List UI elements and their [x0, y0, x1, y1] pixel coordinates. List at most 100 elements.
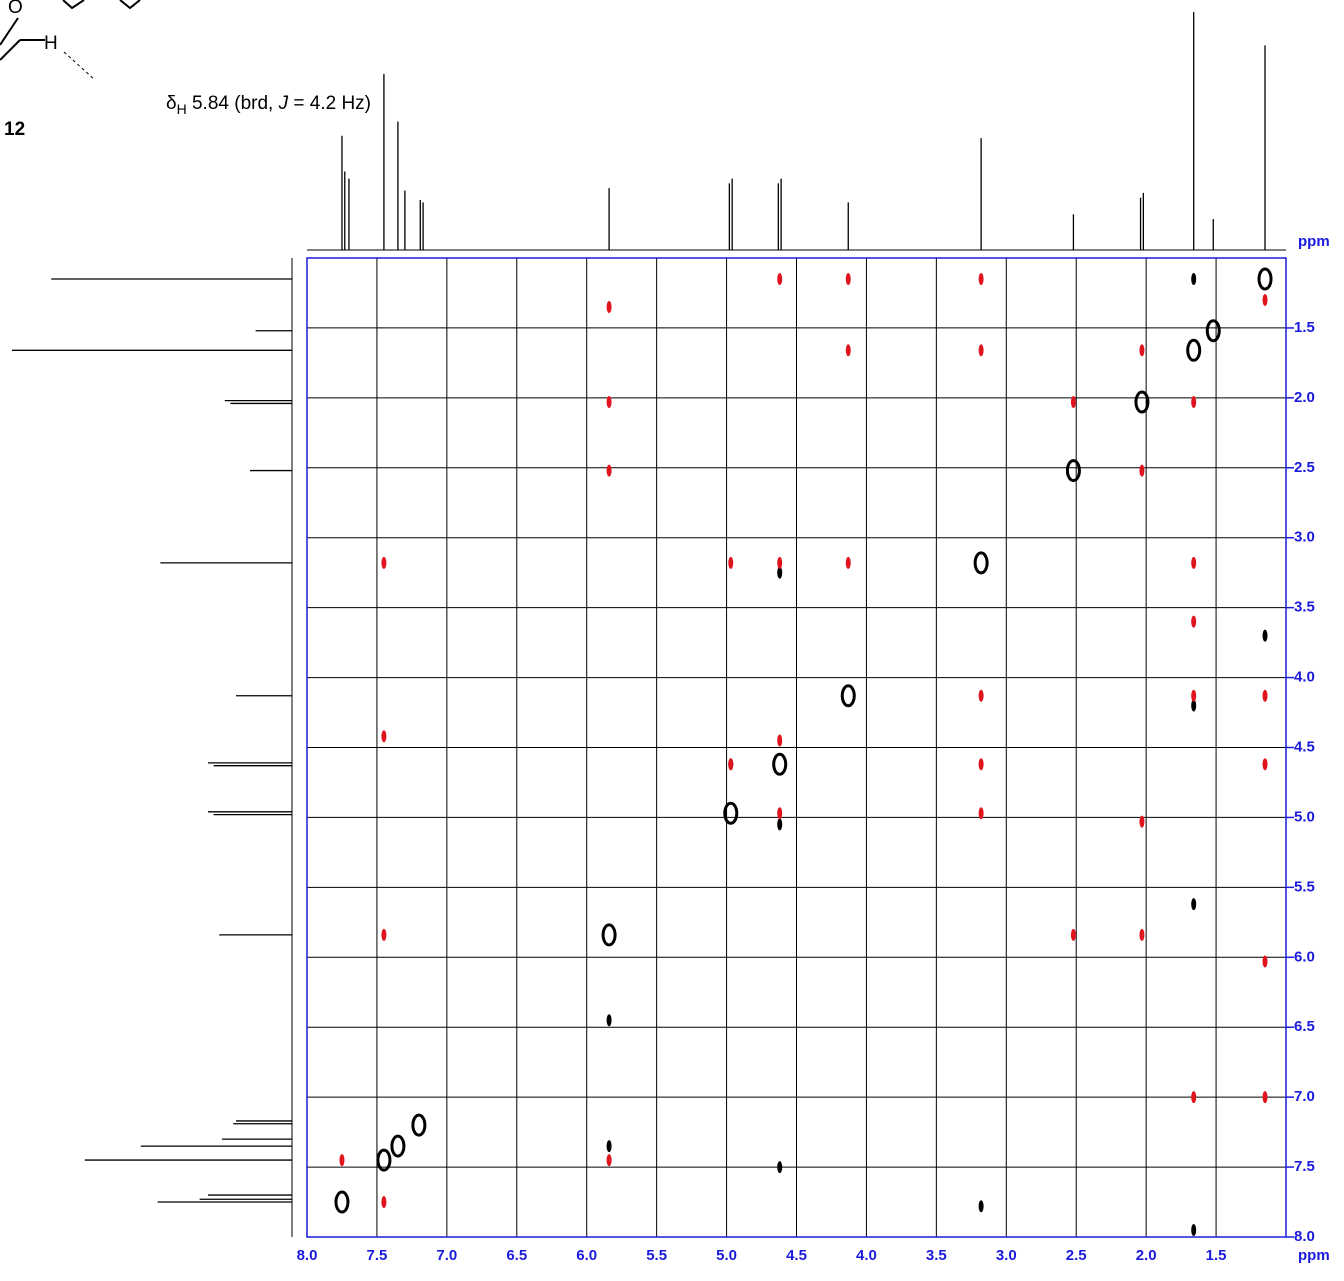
cross-peak: [772, 752, 788, 776]
x-tick-label: 8.0: [297, 1247, 318, 1264]
x-tick-label: 2.5: [1066, 1247, 1087, 1264]
cross-peak: [777, 1161, 783, 1174]
cross-peak: [606, 1154, 612, 1167]
cross-peak: [381, 1196, 387, 1209]
cross-peak: [1191, 1224, 1197, 1237]
cross-peak: [1065, 459, 1081, 483]
x-tick-label: 7.5: [366, 1247, 387, 1264]
cross-peak: [1070, 396, 1076, 409]
shift-part: = 4.2 Hz): [288, 93, 371, 114]
x-tick-label: 6.0: [576, 1247, 597, 1264]
cross-peak: [777, 566, 783, 579]
y-tick-label: 3.0: [1294, 529, 1315, 546]
cross-peak: [601, 923, 617, 947]
y-tick-label: 6.5: [1294, 1018, 1315, 1035]
cross-peak: [978, 272, 984, 285]
molecule-fragment: [0, 0, 141, 81]
plot-frame: [306, 257, 1287, 1238]
atom-label: H: [44, 33, 58, 54]
cross-peak: [973, 551, 989, 575]
cross-peak: [339, 1154, 345, 1167]
atom-label: O: [8, 0, 23, 18]
cross-peak: [723, 801, 739, 825]
bond: [0, 39, 21, 61]
cross-peak: [334, 1190, 350, 1214]
cross-peak: [1191, 699, 1197, 712]
cross-peak: [1262, 1091, 1268, 1104]
y-tick-label: 7.0: [1294, 1088, 1315, 1105]
x-tick-label: 5.0: [716, 1247, 737, 1264]
cross-peak: [1139, 464, 1145, 477]
cross-peak: [1262, 758, 1268, 771]
y-tick-label: 8.0: [1294, 1228, 1315, 1245]
cross-peak: [1134, 390, 1150, 414]
cross-peak: [840, 684, 856, 708]
cross-peak: [1139, 928, 1145, 941]
cross-peak: [1139, 344, 1145, 357]
y-tick-label: 5.0: [1294, 808, 1315, 825]
cross-peak: [1191, 556, 1197, 569]
x-tick-label: 7.0: [436, 1247, 457, 1264]
cross-peak: [1262, 955, 1268, 968]
cross-peak: [1191, 272, 1197, 285]
cross-peak: [1191, 1091, 1197, 1104]
bond: [62, 0, 141, 10]
cross-peak: [978, 689, 984, 702]
cross-peak: [1070, 928, 1076, 941]
cross-peak: [1262, 689, 1268, 702]
cross-peak: [777, 556, 783, 569]
x-tick-label: 6.5: [506, 1247, 527, 1264]
cross-peak: [978, 807, 984, 820]
cross-peak: [381, 556, 387, 569]
shift-part: δ: [166, 93, 177, 114]
cross-peak: [777, 818, 783, 831]
cross-peak: [1191, 615, 1197, 628]
cross-peak: [1262, 293, 1268, 306]
cross-peak: [390, 1134, 406, 1158]
cross-peak: [381, 730, 387, 743]
cross-peak: [381, 928, 387, 941]
cross-peak: [1262, 629, 1268, 642]
cross-peak: [606, 1014, 612, 1027]
cross-peak: [376, 1148, 392, 1172]
y-tick-label: 7.5: [1294, 1158, 1315, 1175]
cross-peak: [411, 1113, 427, 1137]
y-tick-label: 2.0: [1294, 389, 1315, 406]
cross-peak: [777, 734, 783, 747]
cross-peak: [1191, 898, 1197, 911]
cross-peak: [845, 344, 851, 357]
x-axis-label: ppm: [1298, 1247, 1330, 1264]
shift-part: 5.84 (brd,: [187, 93, 279, 114]
y-tick-label: 6.0: [1294, 948, 1315, 965]
shift-part: J: [278, 93, 289, 114]
cross-peak: [978, 1200, 984, 1213]
y-tick-label: 2.5: [1294, 459, 1315, 476]
cross-peak: [606, 300, 612, 313]
x-tick-label: 3.0: [996, 1247, 1017, 1264]
cross-peak: [1257, 267, 1273, 291]
y-tick-label: 4.0: [1294, 669, 1315, 686]
y-tick-label: 4.5: [1294, 738, 1315, 755]
cross-peak: [606, 464, 612, 477]
x-tick-label: 1.5: [1206, 1247, 1227, 1264]
cross-peak: [606, 1140, 612, 1153]
x-tick-label: 4.0: [856, 1247, 877, 1264]
y-axis-label: ppm: [1298, 233, 1330, 250]
shift-part: H: [177, 101, 187, 117]
bond: [0, 17, 19, 46]
cross-peak: [777, 807, 783, 820]
cross-peak: [1186, 338, 1202, 362]
shift-annotation: δH 5.84 (brd, J = 4.2 Hz): [166, 93, 371, 117]
cross-peak: [978, 758, 984, 771]
dashed-pointer: [63, 51, 96, 81]
cross-peak: [728, 758, 734, 771]
cross-peak: [777, 272, 783, 285]
cross-peak: [1191, 689, 1197, 702]
x-tick-label: 2.0: [1136, 1247, 1157, 1264]
x-tick-label: 4.5: [786, 1247, 807, 1264]
y-tick-label: 5.5: [1294, 878, 1315, 895]
cross-peak: [728, 556, 734, 569]
cross-peak: [1139, 815, 1145, 828]
y-tick-label: 1.5: [1294, 319, 1315, 336]
